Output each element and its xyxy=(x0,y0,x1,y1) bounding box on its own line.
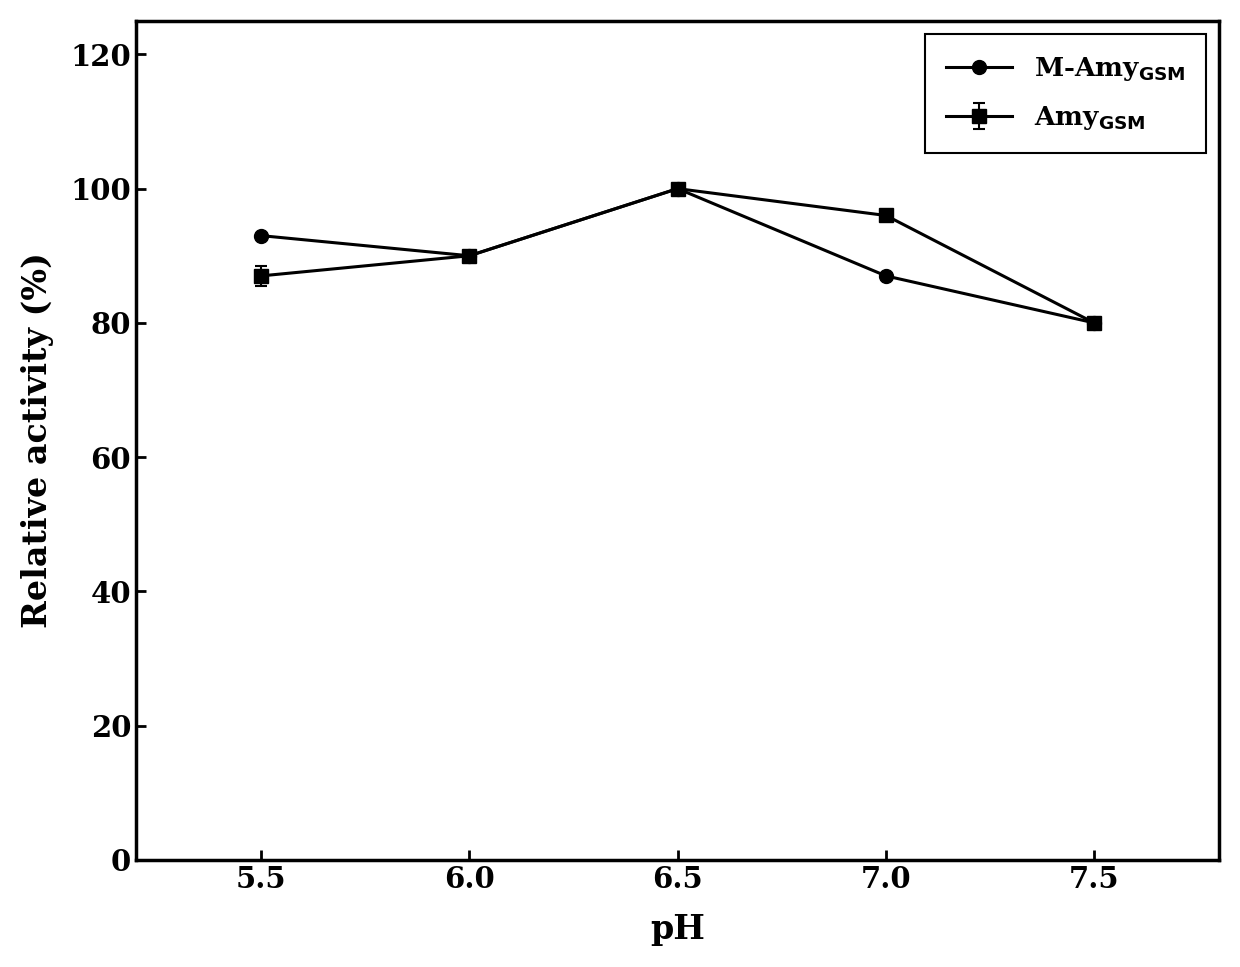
M-Amy$\mathbf{_{GSM}}$ xyxy=(463,249,477,261)
M-Amy$\mathbf{_{GSM}}$ xyxy=(1086,317,1101,329)
X-axis label: pH: pH xyxy=(650,913,706,946)
Y-axis label: Relative activity (%): Relative activity (%) xyxy=(21,252,53,629)
Legend: M-Amy$\mathbf{_{GSM}}$, Amy$\mathbf{_{GSM}}$: M-Amy$\mathbf{_{GSM}}$, Amy$\mathbf{_{GS… xyxy=(925,34,1207,154)
M-Amy$\mathbf{_{GSM}}$ xyxy=(878,270,893,281)
M-Amy$\mathbf{_{GSM}}$ xyxy=(254,230,269,242)
Line: M-Amy$\mathbf{_{GSM}}$: M-Amy$\mathbf{_{GSM}}$ xyxy=(254,182,1101,330)
M-Amy$\mathbf{_{GSM}}$ xyxy=(670,183,684,194)
